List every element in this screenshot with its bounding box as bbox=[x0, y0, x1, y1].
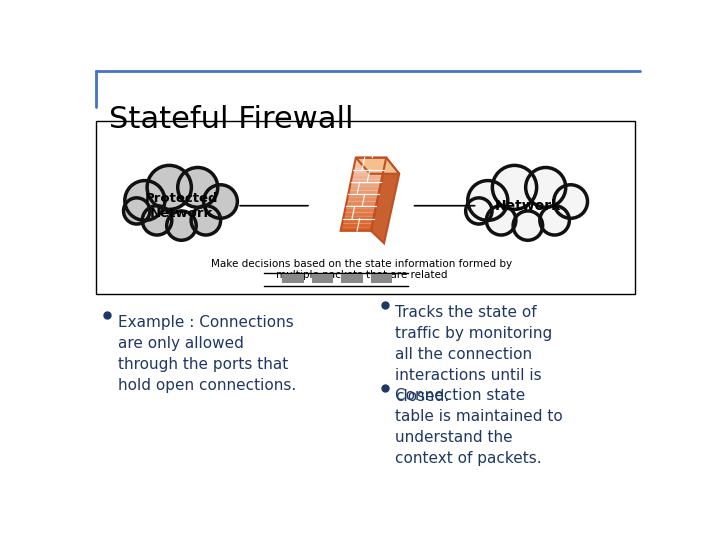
Circle shape bbox=[125, 180, 165, 220]
Polygon shape bbox=[341, 227, 372, 231]
Text: Stateful Firewall: Stateful Firewall bbox=[109, 105, 354, 134]
Polygon shape bbox=[352, 172, 383, 176]
Polygon shape bbox=[354, 161, 385, 165]
FancyBboxPatch shape bbox=[371, 274, 392, 284]
FancyBboxPatch shape bbox=[341, 274, 363, 284]
Polygon shape bbox=[344, 209, 376, 213]
Text: Connection state
table is maintained to
understand the
context of packets.: Connection state table is maintained to … bbox=[395, 388, 563, 466]
Polygon shape bbox=[343, 216, 374, 220]
Circle shape bbox=[492, 165, 536, 210]
Polygon shape bbox=[356, 158, 399, 174]
Text: Example : Connections
are only allowed
through the ports that
hold open connecti: Example : Connections are only allowed t… bbox=[118, 315, 296, 393]
FancyBboxPatch shape bbox=[282, 274, 304, 284]
Polygon shape bbox=[353, 168, 384, 172]
Circle shape bbox=[204, 185, 238, 218]
Text: Network: Network bbox=[495, 199, 561, 213]
Polygon shape bbox=[350, 183, 381, 187]
Circle shape bbox=[191, 206, 220, 235]
Polygon shape bbox=[351, 180, 382, 183]
Polygon shape bbox=[348, 194, 379, 198]
Circle shape bbox=[468, 180, 508, 220]
Polygon shape bbox=[346, 201, 377, 205]
FancyBboxPatch shape bbox=[96, 121, 635, 294]
Polygon shape bbox=[342, 220, 373, 224]
Circle shape bbox=[143, 206, 172, 235]
Polygon shape bbox=[348, 191, 379, 194]
Polygon shape bbox=[371, 158, 399, 243]
Circle shape bbox=[167, 211, 197, 240]
Circle shape bbox=[124, 198, 150, 224]
Circle shape bbox=[487, 206, 516, 235]
Circle shape bbox=[147, 165, 192, 210]
Circle shape bbox=[526, 167, 566, 207]
FancyBboxPatch shape bbox=[312, 274, 333, 284]
Circle shape bbox=[178, 167, 217, 207]
Polygon shape bbox=[355, 158, 386, 161]
Text: Protected
Network: Protected Network bbox=[145, 192, 218, 220]
Text: Make decisions based on the state information formed by
multiple packets that ar: Make decisions based on the state inform… bbox=[211, 259, 512, 280]
Text: Tracks the state of
traffic by monitoring
all the connection
interactions until : Tracks the state of traffic by monitorin… bbox=[395, 305, 553, 404]
Polygon shape bbox=[351, 176, 382, 180]
Circle shape bbox=[513, 211, 543, 240]
Polygon shape bbox=[341, 224, 372, 227]
Polygon shape bbox=[349, 187, 380, 191]
Polygon shape bbox=[347, 198, 378, 201]
Polygon shape bbox=[343, 213, 375, 216]
Circle shape bbox=[466, 198, 492, 224]
Circle shape bbox=[554, 185, 588, 218]
Polygon shape bbox=[345, 205, 377, 209]
Polygon shape bbox=[354, 165, 384, 168]
Circle shape bbox=[540, 206, 570, 235]
